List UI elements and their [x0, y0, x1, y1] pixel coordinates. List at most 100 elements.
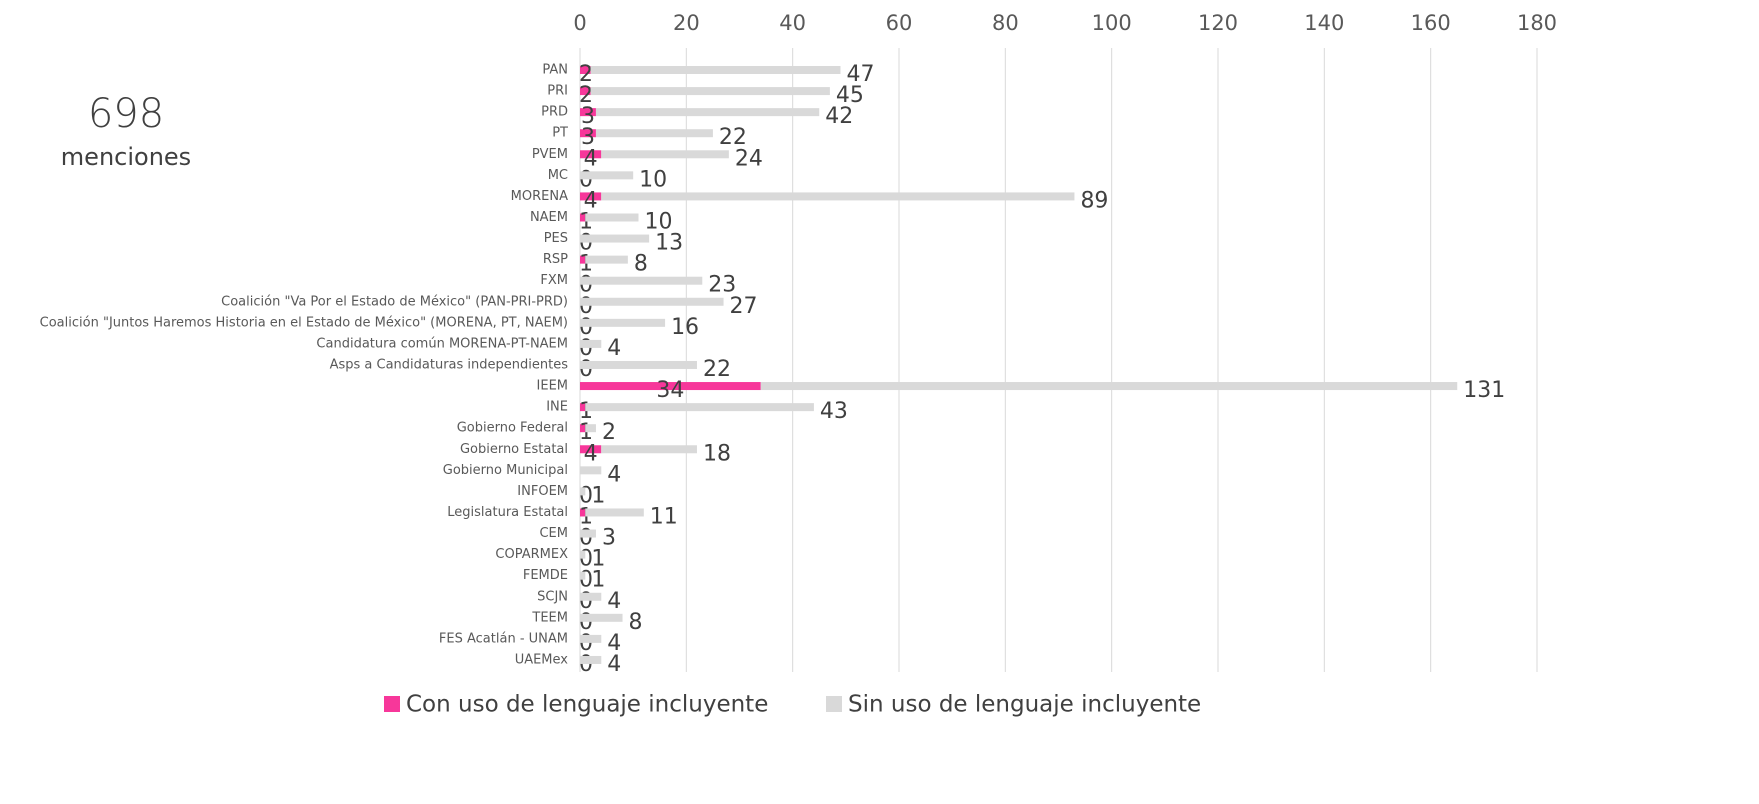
- data-label: 8: [629, 610, 643, 635]
- x-tick-label: 0: [573, 11, 586, 35]
- bar-segment: [580, 87, 591, 96]
- category-label: Coalición "Va Por el Estado de México" (…: [221, 294, 568, 309]
- bar-segment: [580, 424, 586, 433]
- data-label: 4: [607, 462, 621, 487]
- legend-swatch: [384, 696, 400, 712]
- category-label: SCJN: [537, 589, 568, 604]
- legend-label: Sin uso de lenguaje incluyente: [848, 692, 1201, 718]
- bar-segment: [580, 360, 697, 369]
- category-label: TEEM: [531, 610, 568, 625]
- x-tick-label: 20: [673, 11, 700, 35]
- bar-segment: [580, 529, 596, 538]
- x-tick-label: 60: [886, 11, 913, 35]
- category-label: INFOEM: [517, 484, 568, 499]
- category-label: Legislatura Estatal: [447, 505, 568, 520]
- bar-segment: [585, 424, 596, 433]
- bar-segment: [580, 445, 602, 454]
- bar-segment: [760, 382, 1458, 391]
- data-label: 4: [584, 441, 598, 466]
- x-tick-label: 40: [779, 11, 806, 35]
- data-label: 4: [584, 146, 598, 171]
- bar-segment: [580, 276, 703, 285]
- bar-segment: [580, 466, 602, 475]
- bar-segment: [580, 108, 596, 117]
- data-label: 3: [581, 125, 595, 150]
- data-label: 3: [581, 104, 595, 129]
- data-label: 45: [836, 83, 864, 108]
- data-label: 18: [703, 441, 731, 466]
- category-label: PRI: [547, 84, 568, 99]
- category-label: PVEM: [532, 147, 568, 162]
- data-label: 131: [1463, 378, 1505, 403]
- bar-segment: [601, 192, 1075, 201]
- data-label: 4: [607, 631, 621, 656]
- data-label: 1: [591, 483, 605, 508]
- data-label: 89: [1080, 188, 1108, 213]
- bar-segment: [580, 339, 602, 348]
- category-label: FEMDE: [523, 568, 568, 583]
- data-label: 4: [607, 652, 621, 677]
- data-label: 13: [655, 231, 683, 256]
- bar-segment: [580, 634, 602, 643]
- category-label: PES: [544, 231, 568, 246]
- x-tick-label: 180: [1517, 11, 1557, 35]
- category-label: RSP: [543, 252, 568, 267]
- data-label: 1: [591, 568, 605, 593]
- data-label: 10: [639, 167, 667, 192]
- bar-segment: [585, 213, 639, 222]
- data-label: 22: [719, 125, 747, 150]
- data-label: 10: [644, 209, 672, 234]
- x-tick-label: 120: [1198, 11, 1238, 35]
- data-label: 2: [579, 62, 593, 87]
- bar-segment: [580, 66, 591, 74]
- legend-label: Con uso de lenguaje incluyente: [406, 692, 768, 718]
- bar-segment: [601, 445, 697, 454]
- category-label: Gobierno Federal: [457, 421, 568, 436]
- category-label: IEEM: [537, 379, 568, 394]
- bar-segment: [580, 403, 586, 412]
- data-label: 0: [579, 652, 593, 677]
- category-label: MC: [548, 168, 568, 183]
- category-label: PT: [552, 126, 568, 141]
- bar-segment: [580, 234, 650, 243]
- bar-segment: [595, 129, 713, 138]
- bar-segment: [585, 403, 814, 412]
- bar-segment: [580, 613, 623, 622]
- category-label: COPARMEX: [495, 547, 568, 562]
- data-label: 34: [656, 378, 684, 403]
- data-label: 1: [591, 547, 605, 572]
- x-tick-label: 160: [1411, 11, 1451, 35]
- category-label: Gobierno Estatal: [460, 442, 568, 457]
- data-label: 43: [820, 399, 848, 424]
- data-label: 4: [607, 589, 621, 614]
- data-label: 4: [607, 336, 621, 361]
- category-label: FES Acatlán - UNAM: [439, 631, 568, 646]
- bar-segment: [601, 150, 729, 159]
- bar-segment: [580, 171, 634, 180]
- bar-segment: [580, 318, 666, 327]
- category-label: CEM: [539, 526, 568, 541]
- data-label: 47: [847, 62, 875, 87]
- bar-segment: [580, 508, 586, 517]
- bar-segment: [590, 87, 830, 96]
- bar-segment: [595, 108, 820, 117]
- category-label: MORENA: [511, 189, 568, 204]
- bar-segment: [580, 150, 602, 159]
- category-label: Candidatura común MORENA-PT-NAEM: [316, 336, 568, 351]
- bar-segment: [580, 571, 586, 580]
- data-label: 3: [602, 526, 616, 551]
- category-label: Gobierno Municipal: [443, 463, 568, 478]
- bar-segment: [580, 297, 724, 306]
- data-label: 27: [730, 294, 758, 319]
- data-label: 4: [584, 188, 598, 213]
- bar-segment: [580, 592, 602, 601]
- legend-swatch: [826, 696, 842, 712]
- bar-segment: [580, 192, 602, 201]
- category-label: UAEMex: [515, 652, 569, 667]
- category-label: PAN: [542, 63, 568, 78]
- data-label: 42: [825, 104, 853, 129]
- data-label: 8: [634, 252, 648, 277]
- category-label: PRD: [541, 105, 568, 120]
- data-label: 0: [579, 357, 593, 382]
- data-label: 23: [708, 273, 736, 298]
